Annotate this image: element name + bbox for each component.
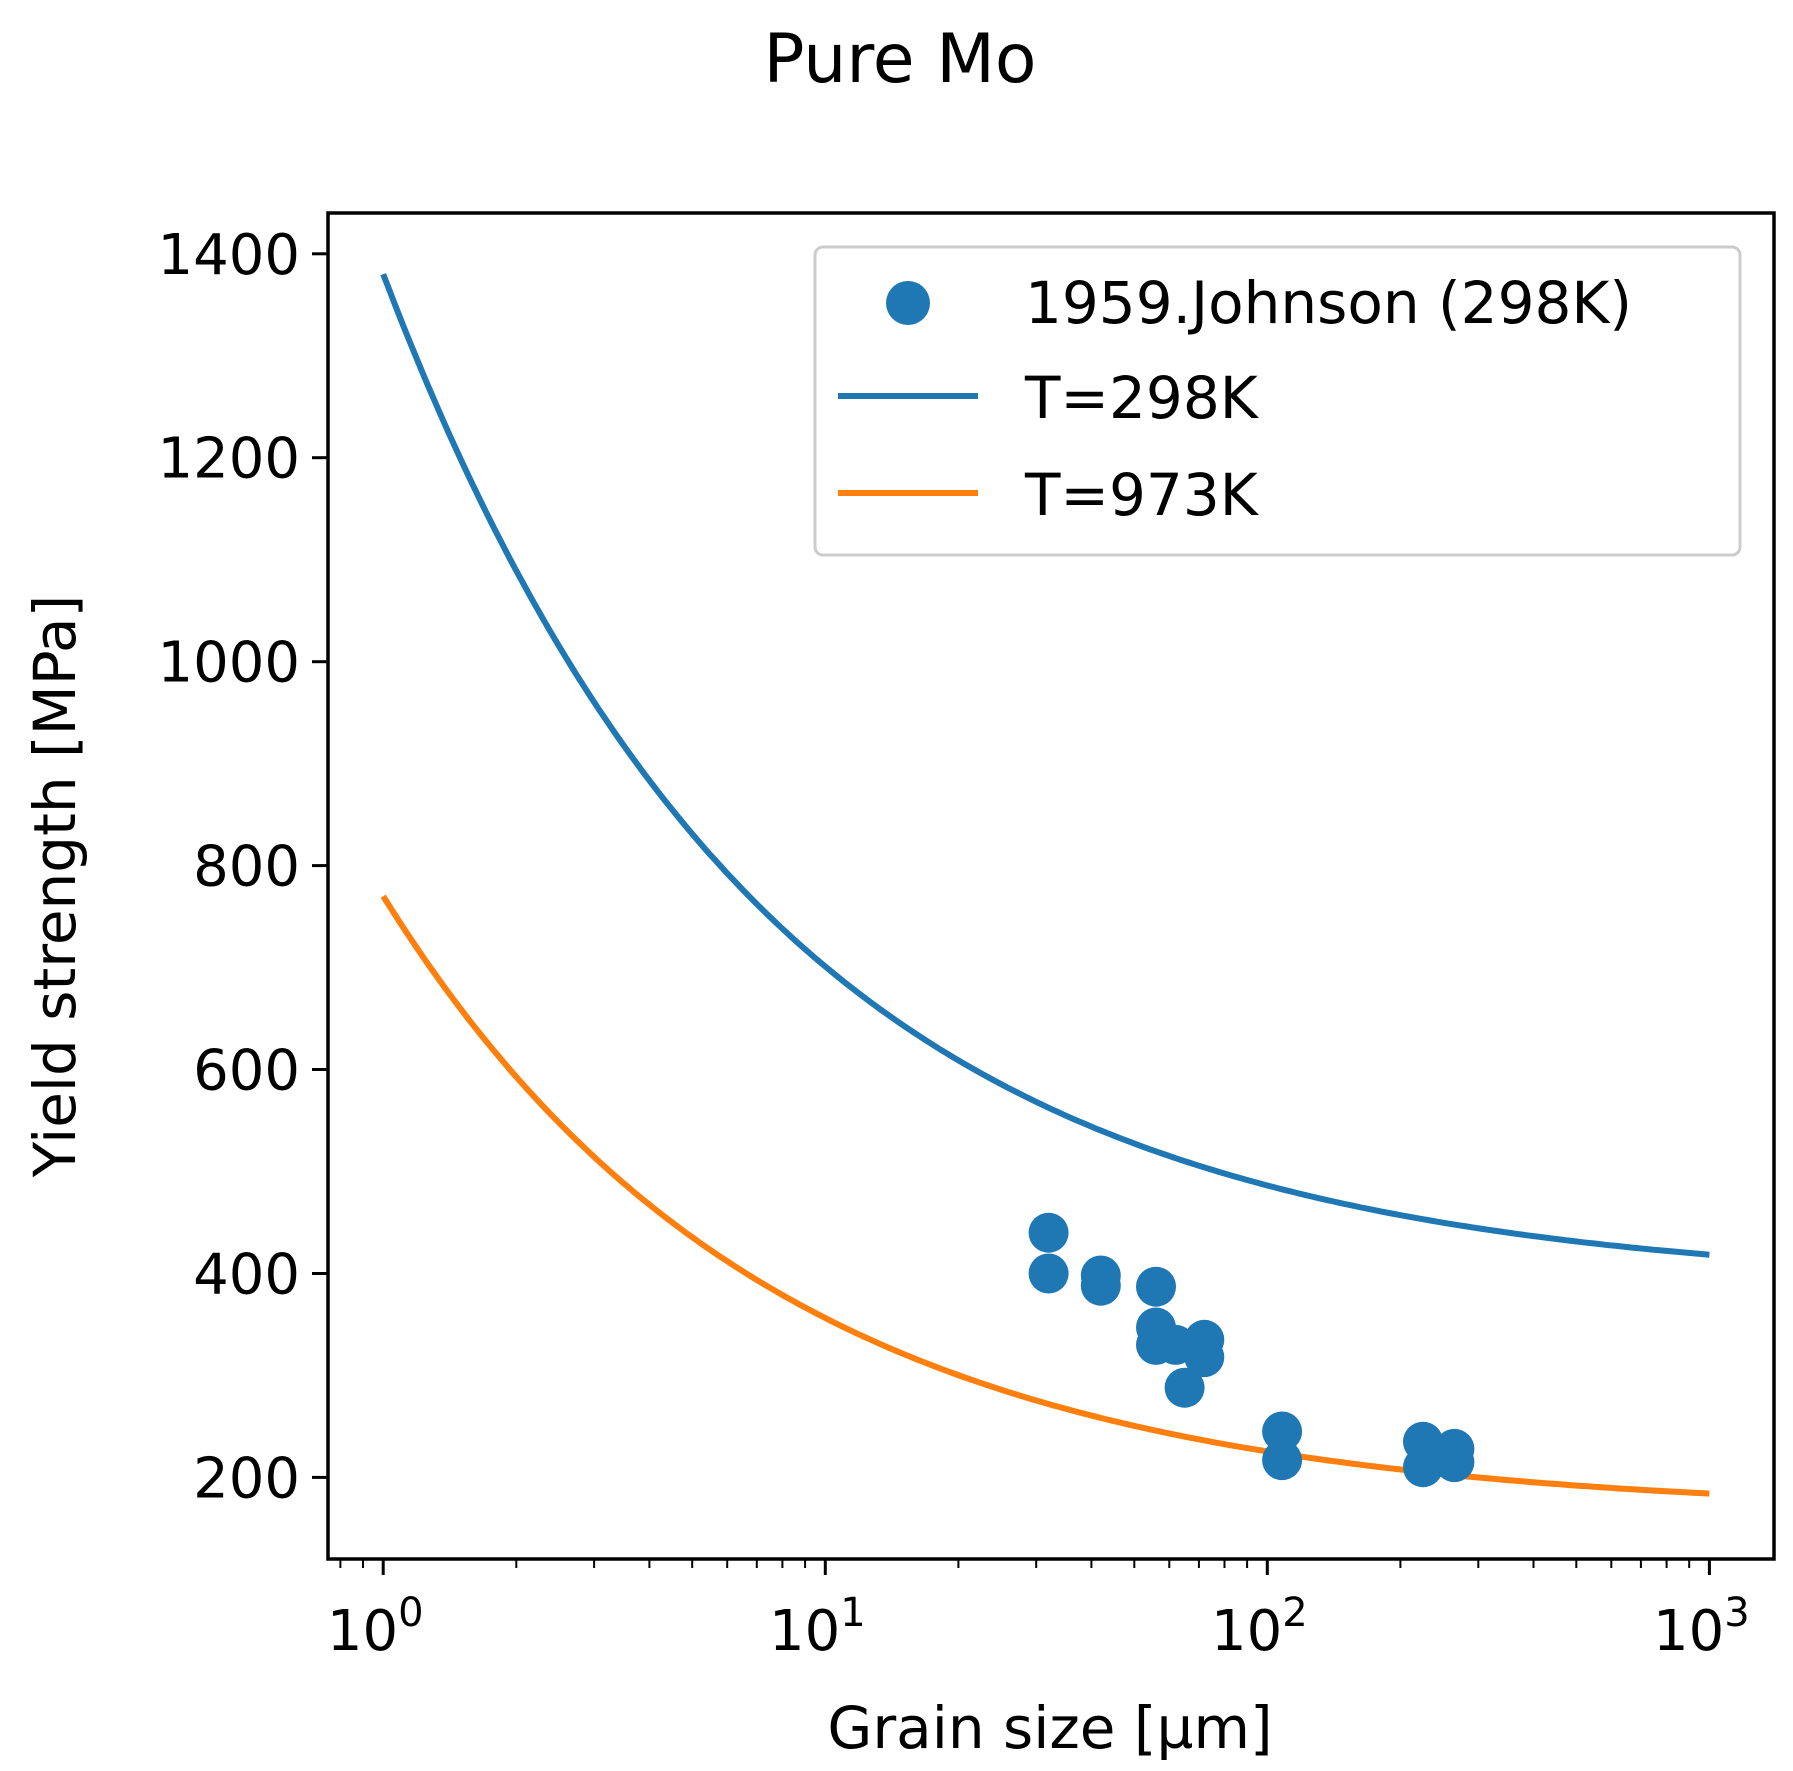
- y-tick-label: 400: [193, 1243, 300, 1308]
- legend-label-973k: T=973K: [1024, 461, 1260, 529]
- data-point: [1184, 1337, 1225, 1378]
- series-line-1: [380, 273, 1710, 1258]
- legend-label-298k: T=298K: [1024, 364, 1260, 432]
- series-lines: [380, 273, 1710, 1497]
- y-tick-label: 800: [193, 835, 300, 900]
- axes-frame: [326, 211, 1776, 1561]
- data-point: [1164, 1367, 1205, 1408]
- x-tick-label: 102: [1211, 1590, 1308, 1664]
- y-tick-label: 200: [193, 1446, 300, 1511]
- y-tick-label: 1200: [157, 427, 300, 492]
- series-line-2: [380, 894, 1710, 1497]
- y-axis-label: Yield strength [MPa]: [21, 595, 89, 1178]
- y-tick-label: 1000: [157, 631, 300, 696]
- legend-label-johnson: 1959.Johnson (298K): [1025, 269, 1632, 337]
- legend-marker-johnson: [886, 281, 930, 325]
- data-point: [1028, 1253, 1069, 1294]
- chart-title: Pure Mo: [763, 20, 1036, 99]
- data-point: [1136, 1266, 1176, 1307]
- x-axis-label: Grain size [µm]: [827, 1694, 1272, 1762]
- data-point: [1080, 1265, 1121, 1306]
- data-point: [1403, 1447, 1443, 1488]
- data-point: [1434, 1442, 1475, 1483]
- series-points: [1028, 1212, 1475, 1488]
- y-axis: 200 400 600 800 1000 1200 1400: [157, 223, 328, 1511]
- legend: 1959.Johnson (298K) T=298K T=973K: [813, 245, 1742, 557]
- x-tick-label: 101: [769, 1590, 866, 1664]
- plot-area: [326, 211, 1776, 1561]
- y-tick-label: 600: [193, 1039, 300, 1104]
- legend-box: [813, 245, 1742, 557]
- data-point: [1262, 1440, 1303, 1481]
- data-point: [1262, 1411, 1303, 1452]
- data-point: [1028, 1212, 1069, 1253]
- x-tick-label: 103: [1653, 1590, 1750, 1664]
- x-tick-label: 100: [327, 1590, 424, 1664]
- y-tick-label: 1400: [157, 223, 300, 288]
- x-axis: 100 101 102 103: [327, 1559, 1750, 1664]
